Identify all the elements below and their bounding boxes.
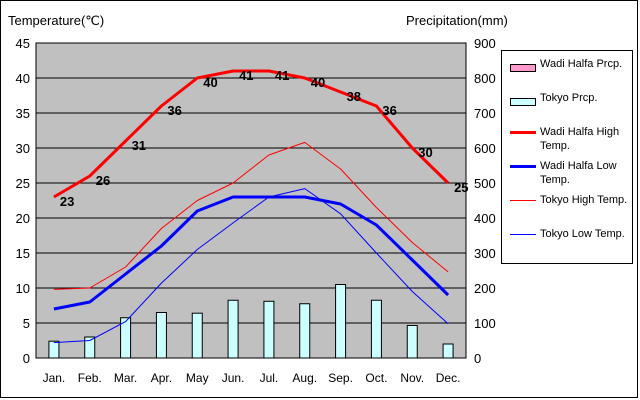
x-tick-label: Jan. xyxy=(43,371,66,385)
legend-item: Wadi Halfa High Temp. xyxy=(502,125,634,155)
data-label: 40 xyxy=(203,75,217,90)
plot-area xyxy=(36,43,466,358)
x-tick-label: May xyxy=(186,371,209,385)
plot-border xyxy=(35,42,467,359)
right-tick-label: 200 xyxy=(474,281,496,296)
right-tick-label: 800 xyxy=(474,71,496,86)
precip-bar xyxy=(370,299,382,359)
precip-bar xyxy=(335,284,347,359)
legend-label: Wadi Halfa High Temp. xyxy=(540,126,620,152)
data-label: 38 xyxy=(347,89,361,104)
x-tick-label: Sep. xyxy=(328,371,353,385)
left-tick-label: 10 xyxy=(16,281,30,296)
data-label: 26 xyxy=(96,173,110,188)
data-label: 31 xyxy=(132,138,146,153)
legend-label: Wadi Halfa Low Temp. xyxy=(540,160,617,186)
legend-swatch xyxy=(510,64,536,72)
precip-bar xyxy=(48,340,60,359)
legend-item: Wadi Halfa Low Temp. xyxy=(502,159,634,189)
legend-label: Wadi Halfa Prcp. xyxy=(540,58,623,70)
series-line xyxy=(53,69,450,199)
left-axis-title: Temperature(℃) xyxy=(8,13,105,28)
x-tick-label: Aug. xyxy=(292,371,317,385)
left-tick-label: 45 xyxy=(16,36,30,51)
data-label: 41 xyxy=(239,68,253,83)
legend-label: Tokyo Low Temp. xyxy=(540,228,625,240)
right-tick-label: 600 xyxy=(474,141,496,156)
series-line xyxy=(53,195,450,311)
left-tick-label: 30 xyxy=(16,141,30,156)
right-tick-label: 0 xyxy=(474,351,481,366)
x-tick-label: Jul. xyxy=(260,371,279,385)
data-label: 23 xyxy=(60,194,74,209)
data-label: 41 xyxy=(275,68,289,83)
x-tick-label: Feb. xyxy=(78,371,102,385)
x-tick-label: Mar. xyxy=(114,371,137,385)
precip-bar xyxy=(227,299,239,359)
x-tick-label: Apr. xyxy=(151,371,172,385)
precip-bar xyxy=(406,324,418,359)
data-label: 36 xyxy=(382,103,396,118)
data-label: 36 xyxy=(167,103,181,118)
precip-bar xyxy=(155,312,167,359)
right-tick-label: 900 xyxy=(474,36,496,51)
legend-swatch xyxy=(510,234,536,235)
precip-bar xyxy=(299,303,311,359)
legend-item: Tokyo Low Temp. xyxy=(502,227,634,257)
right-tick-label: 400 xyxy=(474,211,496,226)
data-label: 25 xyxy=(454,180,468,195)
left-tick-label: 15 xyxy=(16,246,30,261)
x-tick-label: Oct. xyxy=(365,371,387,385)
legend-item: Tokyo High Temp. xyxy=(502,193,634,223)
right-tick-label: 700 xyxy=(474,106,496,121)
legend-swatch xyxy=(510,131,536,134)
left-tick-label: 35 xyxy=(16,106,30,121)
left-tick-label: 20 xyxy=(16,211,30,226)
x-tick-label: Jun. xyxy=(222,371,245,385)
right-tick-label: 300 xyxy=(474,246,496,261)
x-tick-label: Nov. xyxy=(400,371,424,385)
legend-label: Tokyo Prcp. xyxy=(540,92,598,104)
left-tick-label: 40 xyxy=(16,71,30,86)
series-line xyxy=(53,188,449,344)
legend-label: Tokyo High Temp. xyxy=(540,194,628,206)
legend-swatch xyxy=(510,98,536,106)
data-label: 30 xyxy=(418,145,432,160)
series-line xyxy=(53,141,449,290)
legend-item: Tokyo Prcp. xyxy=(502,91,634,121)
legend-item: Wadi Halfa Prcp. xyxy=(502,57,634,87)
legend-swatch xyxy=(510,165,536,168)
precip-bar xyxy=(442,343,454,359)
left-tick-label: 25 xyxy=(16,176,30,191)
left-tick-label: 0 xyxy=(23,351,30,366)
right-tick-label: 100 xyxy=(474,316,496,331)
left-tick-label: 5 xyxy=(23,316,30,331)
precip-bar xyxy=(191,312,203,359)
precip-bar xyxy=(263,300,275,359)
legend: Wadi Halfa Prcp. Tokyo Prcp. Wadi Halfa Hi… xyxy=(501,50,633,264)
x-tick-label: Dec. xyxy=(436,371,461,385)
data-label: 40 xyxy=(311,75,325,90)
right-axis-title: Precipitation(mm) xyxy=(406,13,508,28)
legend-swatch xyxy=(510,200,536,201)
right-tick-label: 500 xyxy=(474,176,496,191)
